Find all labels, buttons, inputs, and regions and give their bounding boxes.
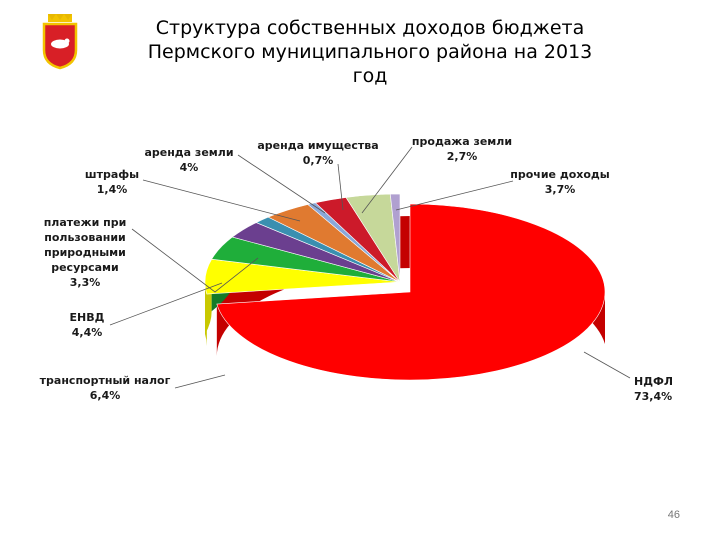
pie-slice-0 <box>216 203 606 381</box>
data-label-1: транспортный налог 6,4% <box>40 374 171 402</box>
data-label-2: ЕНВД 4,4% <box>70 311 105 339</box>
data-label-7: продажа земли 2,7% <box>412 135 512 163</box>
slide-title: Структура собственных доходов бюджета Пе… <box>120 16 620 88</box>
leader-line-3 <box>131 228 259 293</box>
pie-slice-9 <box>389 193 401 283</box>
data-label-8: прочие доходы 3,7% <box>510 168 610 196</box>
data-label-4: штрафы 1,4% <box>85 168 139 196</box>
data-label-6: аренда имущества 0,7% <box>257 139 378 167</box>
leader-line-0 <box>583 351 631 379</box>
leader-line-7 <box>361 146 413 214</box>
leader-line-5 <box>237 154 326 214</box>
title-line-1: Структура собственных доходов бюджета <box>155 17 585 39</box>
leader-line-8 <box>395 180 514 211</box>
title-line-2: Пермского муниципального района на 2013 <box>147 41 593 63</box>
page-number: 46 <box>667 509 680 521</box>
coat-of-arms-icon <box>42 14 78 70</box>
leader-line-6 <box>337 163 344 211</box>
title-line-3: год <box>352 65 388 87</box>
data-label-5: аренда земли 4% <box>144 146 233 174</box>
data-label-0: НДФЛ 73,4% <box>634 375 673 403</box>
leader-line-2 <box>109 282 223 326</box>
data-label-3: платежи при пользовании природными ресурсам… <box>44 216 127 289</box>
leader-line-4 <box>142 179 301 222</box>
leader-line-1 <box>174 374 226 389</box>
